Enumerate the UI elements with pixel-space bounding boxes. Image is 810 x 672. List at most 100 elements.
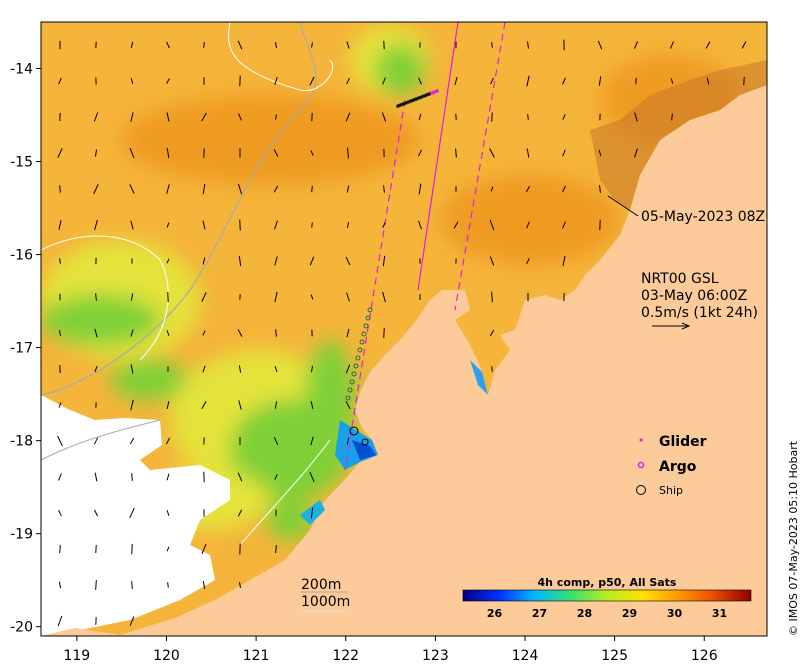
current-vector <box>130 78 134 84</box>
current-vector <box>166 330 170 336</box>
current-vector <box>131 581 133 589</box>
current-vector <box>633 41 639 49</box>
current-vector <box>58 473 62 481</box>
current-vector <box>166 510 170 516</box>
current-vector <box>597 40 603 50</box>
current-vector <box>57 435 63 447</box>
current-vector <box>383 327 385 339</box>
current-scale-label: 0.5m/s (1kt 24h) <box>641 305 758 321</box>
current-vector <box>347 147 349 159</box>
current-vector <box>129 616 135 626</box>
current-vector <box>526 75 530 87</box>
current-vector <box>166 184 170 194</box>
current-vector <box>311 222 313 228</box>
current-vector <box>129 184 135 194</box>
current-vector <box>273 436 279 446</box>
current-vector <box>346 41 350 49</box>
argo-marker <box>361 331 367 337</box>
current-vector <box>58 220 62 230</box>
current-vector <box>129 437 135 445</box>
current-vector <box>346 437 350 445</box>
glider-track-lines <box>344 22 506 471</box>
current-vector <box>202 580 206 590</box>
current-vector <box>93 112 99 122</box>
current-vector <box>201 544 207 554</box>
current-vector <box>274 291 278 303</box>
ship-marker <box>349 426 359 436</box>
x-tick-label: 120 <box>153 648 180 664</box>
current-vector <box>202 183 206 195</box>
current-vector <box>346 328 350 338</box>
current-vector <box>346 292 350 302</box>
current-vector <box>599 185 601 193</box>
current-vector <box>741 41 747 49</box>
y-tick-label: -20 <box>10 620 33 636</box>
y-tick-label: -14 <box>10 62 33 78</box>
current-vector <box>491 291 493 303</box>
land-mass <box>41 22 767 636</box>
x-tick-label: 121 <box>243 648 270 664</box>
colorbar-tick-label: 27 <box>532 607 547 620</box>
current-vector <box>418 77 422 85</box>
current-vector <box>309 471 315 483</box>
plot-frame <box>40 21 768 637</box>
current-vector <box>166 401 170 409</box>
current-vector <box>705 41 711 49</box>
current-vector <box>598 149 602 157</box>
current-vector <box>455 148 457 158</box>
current-vector <box>94 472 98 482</box>
argo-marker <box>353 363 359 369</box>
current-vector <box>166 258 170 264</box>
current-vector <box>346 185 350 193</box>
current-vector <box>274 220 278 230</box>
current-vector <box>382 77 386 85</box>
current-vector <box>346 77 350 85</box>
ship-legend-label: Ship <box>659 484 683 497</box>
current-vector <box>489 148 495 158</box>
current-vector <box>311 42 313 48</box>
current-vector <box>166 112 170 122</box>
current-vector <box>237 509 243 517</box>
y-axis: -14 -15 -16 -17 -18 -19 -20 <box>10 62 41 636</box>
current-vector <box>274 474 278 480</box>
current-vector <box>275 114 277 120</box>
sst-anomaly-patches <box>41 25 740 540</box>
current-vector <box>489 256 495 266</box>
current-vector <box>57 615 63 627</box>
x-tick-label: 125 <box>601 648 628 664</box>
current-vector <box>93 509 99 517</box>
isobath-200-label: 200m <box>301 577 341 593</box>
current-vector <box>345 400 351 410</box>
current-vector <box>562 77 566 85</box>
current-vector <box>562 221 566 229</box>
current-vector <box>58 581 62 589</box>
current-time-label: 03-May 06:00Z <box>641 288 747 304</box>
current-vector <box>275 329 277 337</box>
current-vector <box>345 112 351 122</box>
colorbar-ticks: 26 27 28 29 30 31 <box>487 607 727 620</box>
glider-legend-icon <box>639 438 643 442</box>
argo-marker <box>363 323 369 329</box>
argo-legend-label: Argo <box>659 459 697 475</box>
current-vector <box>130 399 134 411</box>
y-tick-label: -16 <box>10 248 33 264</box>
current-vector <box>165 437 171 445</box>
glider-legend-label: Glider <box>659 434 707 450</box>
colorbar-title: 4h comp, p50, All Sats <box>538 576 677 589</box>
current-vector <box>274 41 278 49</box>
argo-marker <box>349 379 355 385</box>
current-vector <box>273 185 279 193</box>
argo-marker <box>365 315 371 321</box>
y-tick-label: -17 <box>10 341 33 357</box>
current-vector <box>58 402 62 408</box>
current-vector <box>489 329 495 337</box>
current-vector <box>166 41 170 49</box>
argo-legend-icon <box>637 461 645 469</box>
current-vector <box>93 437 99 445</box>
colorbar-bar <box>462 589 752 602</box>
current-vector <box>201 400 207 410</box>
current-vector <box>490 186 494 192</box>
ship-marker-2 <box>361 438 369 446</box>
current-vector <box>59 185 61 193</box>
current-vector <box>57 148 63 158</box>
